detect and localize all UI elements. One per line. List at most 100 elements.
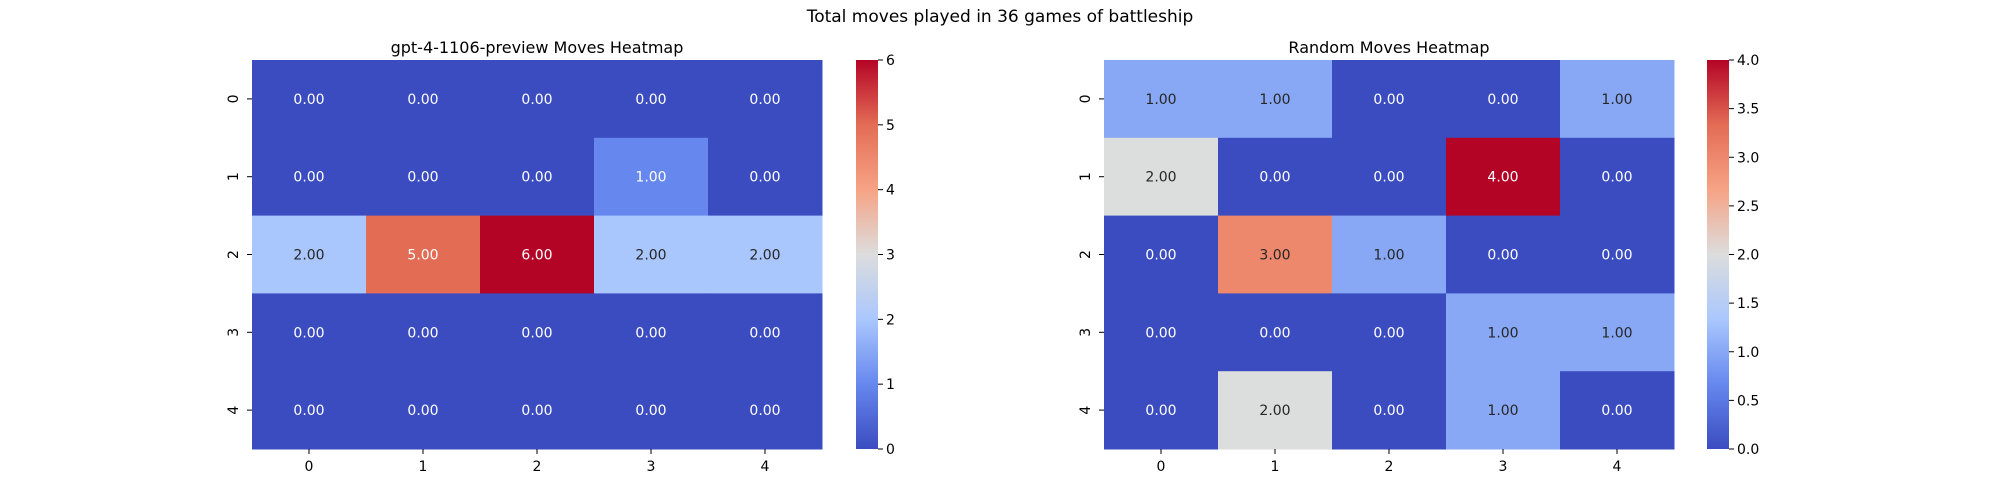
heatmap-cell	[1104, 137, 1219, 217]
cell-annotation: 2.00	[1259, 403, 1290, 419]
cell-annotation: 1.00	[1601, 325, 1632, 341]
heatmap-cell	[366, 60, 481, 139]
heatmap-cell	[366, 137, 481, 217]
cell-annotation: 0.00	[407, 325, 438, 341]
y-tick-label: 4	[226, 406, 242, 415]
heatmap-cell	[252, 293, 367, 372]
x-tick-label: 0	[305, 459, 314, 475]
heatmap-cell	[1332, 293, 1447, 372]
cell-annotation: 0.00	[749, 170, 780, 186]
heatmap-cell	[708, 60, 823, 139]
colorbar-tick-label: 0.5	[1737, 393, 1759, 409]
colorbar-tick-label: 0.0	[1737, 442, 1759, 458]
colorbar-tick-label: 2.0	[1737, 248, 1759, 264]
heatmap-cell	[480, 215, 595, 294]
cell-annotation: 0.00	[521, 325, 552, 341]
heatmap-cell	[252, 137, 367, 217]
cell-annotation: 0.00	[1373, 170, 1404, 186]
heatmap-title: Random Moves Heatmap	[1288, 38, 1489, 57]
cell-annotation: 0.00	[635, 92, 666, 108]
cell-annotation: 0.00	[635, 325, 666, 341]
heatmap-cell	[1104, 215, 1219, 294]
heatmap-cell	[1104, 371, 1219, 450]
cell-annotation: 3.00	[1259, 248, 1290, 264]
y-tick-label: 1	[1078, 172, 1094, 181]
heatmap-cell	[480, 371, 595, 450]
colorbar-tick-label: 3	[886, 248, 895, 264]
cell-annotation: 0.00	[1259, 325, 1290, 341]
cell-annotation: 0.00	[1601, 248, 1632, 264]
y-tick-label: 0	[226, 94, 242, 103]
heatmap-cell	[1104, 293, 1219, 372]
heatmap-cell	[366, 215, 481, 294]
cell-annotation: 0.00	[1145, 325, 1176, 341]
heatmap-cell	[1218, 371, 1333, 450]
heatmap-cell	[480, 293, 595, 372]
cell-annotation: 0.00	[407, 170, 438, 186]
colorbar-tick-label: 6	[886, 53, 895, 69]
colorbar-tick-label: 4	[886, 183, 895, 199]
heatmap-cell	[1560, 60, 1675, 139]
heatmap-cell	[1560, 215, 1675, 294]
y-tick-label: 3	[1078, 328, 1094, 337]
cell-annotation: 0.00	[1373, 403, 1404, 419]
cell-annotation: 1.00	[1601, 92, 1632, 108]
heatmap-cell	[1332, 60, 1447, 139]
x-tick-label: 4	[1613, 459, 1622, 475]
y-tick-label: 1	[226, 172, 242, 181]
heatmap-title: gpt-4-1106-preview Moves Heatmap	[391, 38, 684, 57]
cell-annotation: 1.00	[1259, 92, 1290, 108]
heatmap-cell	[1560, 293, 1675, 372]
y-tick-label: 2	[1078, 250, 1094, 259]
heatmap-panel-gpt: gpt-4-1106-preview Moves Heatmap 0.00 0.00…	[226, 38, 895, 475]
heatmap-cell	[594, 137, 709, 217]
cell-annotation: 0.00	[293, 92, 324, 108]
cell-annotation: 0.00	[407, 92, 438, 108]
x-tick-label: 1	[419, 459, 428, 475]
heatmap-cell	[708, 293, 823, 372]
heatmap-cell	[252, 215, 367, 294]
cell-annotation: 5.00	[407, 248, 438, 264]
heatmap-cell	[366, 371, 481, 450]
x-tick-label: 1	[1271, 459, 1280, 475]
heatmap-cell	[480, 60, 595, 139]
heatmap-cell	[1218, 137, 1333, 217]
cell-annotation: 2.00	[749, 248, 780, 264]
colorbar-tick-label: 1	[886, 377, 895, 393]
cell-annotation: 0.00	[1601, 170, 1632, 186]
cell-annotation: 2.00	[1145, 170, 1176, 186]
heatmap-cell	[252, 60, 367, 139]
y-tick-label: 2	[226, 250, 242, 259]
heatmap-cell	[1446, 215, 1561, 294]
x-tick-label: 2	[1385, 459, 1394, 475]
heatmap-cell	[480, 137, 595, 217]
colorbar-tick-label: 3.0	[1737, 150, 1759, 166]
heatmap-cell	[1332, 137, 1447, 217]
heatmap-cell	[366, 293, 481, 372]
colorbar-tick-label: 2.5	[1737, 199, 1759, 215]
y-tick-label: 3	[226, 328, 242, 337]
colorbar-tick-label: 1.0	[1737, 345, 1759, 361]
cell-annotation: 6.00	[521, 248, 552, 264]
heatmap-cell	[1332, 371, 1447, 450]
heatmap-cell	[1218, 293, 1333, 372]
heatmap-cell	[1218, 60, 1333, 139]
cell-annotation: 0.00	[1601, 403, 1632, 419]
colorbar	[1707, 60, 1729, 449]
cell-annotation: 0.00	[635, 403, 666, 419]
cell-annotation: 0.00	[749, 92, 780, 108]
heatmap-cell	[1446, 293, 1561, 372]
colorbar-tick-label: 0	[886, 442, 895, 458]
colorbar-tick-label: 5	[886, 118, 895, 134]
cell-annotation: 0.00	[521, 403, 552, 419]
cell-annotation: 0.00	[293, 403, 324, 419]
cell-annotation: 0.00	[521, 170, 552, 186]
cell-annotation: 1.00	[635, 170, 666, 186]
x-tick-label: 3	[647, 459, 656, 475]
x-tick-label: 4	[761, 459, 770, 475]
heatmap-cell	[1446, 60, 1561, 139]
heatmap-cell	[594, 293, 709, 372]
y-tick-label: 0	[1078, 94, 1094, 103]
colorbar-tick-label: 1.5	[1737, 296, 1759, 312]
